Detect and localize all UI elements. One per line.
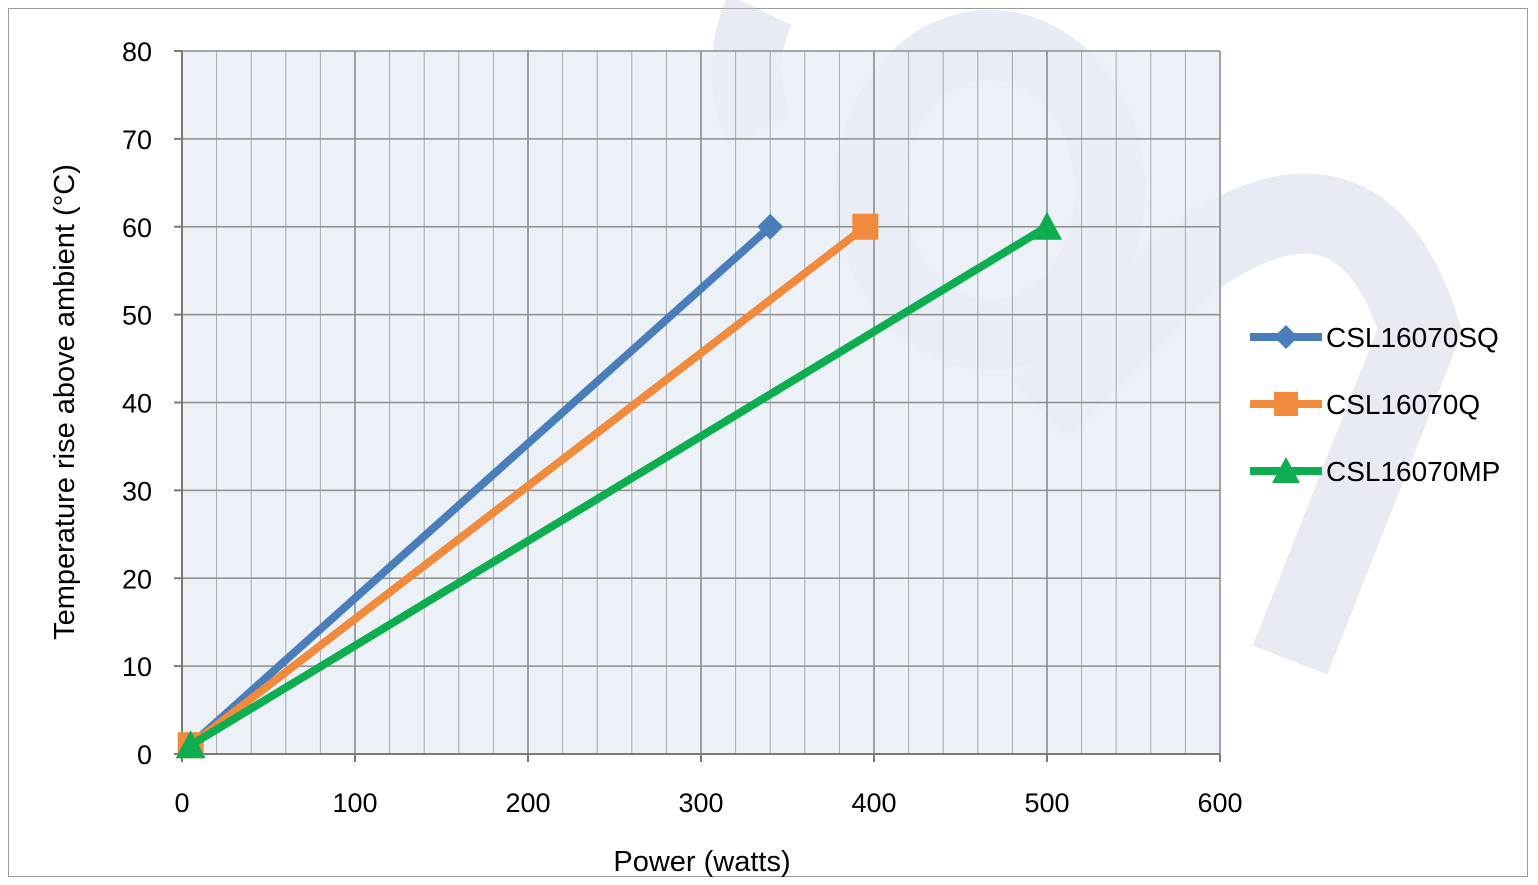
legend-marker [1274, 392, 1298, 416]
y-tick-label: 60 [122, 213, 152, 243]
legend: CSL16070SQ CSL16070Q CSL16070MP [1250, 322, 1500, 487]
x-axis-title: Power (watts) [613, 846, 790, 878]
y-tick-label: 30 [122, 476, 152, 506]
x-tick-label: 0 [174, 788, 189, 818]
data-point-marker [757, 213, 784, 240]
series-CSL16070MP [175, 211, 1062, 759]
y-tick-label: 20 [122, 564, 152, 594]
x-tick-label: 400 [851, 788, 896, 818]
x-tick-label: 200 [505, 788, 550, 818]
y-tick-label: 50 [122, 301, 152, 331]
legend-item: CSL16070SQ [1250, 322, 1499, 353]
legend-label: CSL16070SQ [1326, 322, 1499, 353]
y-tick-label: 10 [122, 652, 152, 682]
legend-label: CSL16070Q [1326, 389, 1480, 420]
y-tick-label: 40 [122, 389, 152, 419]
data-point-marker [175, 730, 206, 759]
series-line [187, 223, 773, 749]
x-tick-label: 300 [678, 788, 723, 818]
y-tick-label: 0 [137, 740, 152, 770]
legend-marker [1274, 325, 1298, 349]
series-line [188, 223, 1050, 749]
x-tick-label: 600 [1197, 788, 1242, 818]
y-tick-label: 80 [122, 37, 152, 67]
legend-marker [1272, 457, 1300, 483]
legend-item: CSL16070MP [1250, 456, 1500, 487]
data-point-marker [1032, 211, 1062, 240]
legend-label: CSL16070MP [1326, 456, 1500, 487]
series-line [188, 223, 868, 749]
y-tick-label: 70 [122, 125, 152, 155]
y-axis-title: Temperature rise above ambient (°C) [49, 164, 81, 640]
data-point-marker [852, 213, 879, 240]
x-tick-label: 100 [332, 788, 377, 818]
x-tick-label: 500 [1024, 788, 1069, 818]
legend-item: CSL16070Q [1250, 389, 1480, 420]
